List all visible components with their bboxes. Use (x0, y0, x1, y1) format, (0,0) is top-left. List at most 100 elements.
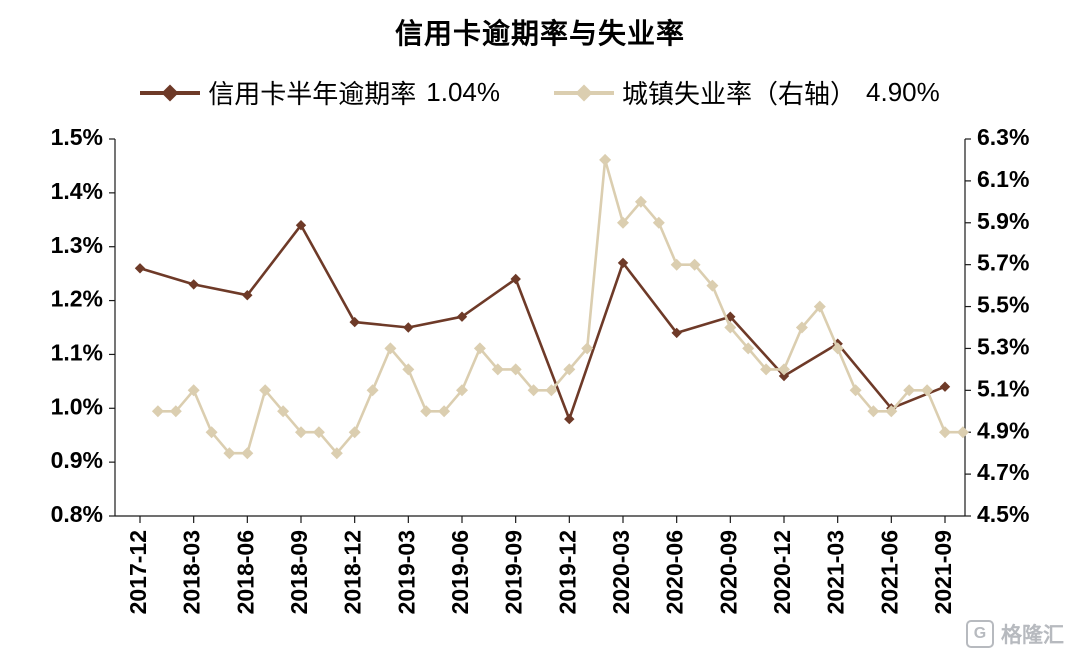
left-axis-tick-label: 1.2% (51, 286, 103, 312)
right-axis-tick-label: 5.7% (977, 250, 1029, 276)
data-point-diamond-icon (366, 384, 379, 397)
left-axis-labels: 0.8% 0.9% 1.0% 1.1% 1.2% 1.3% 1.4% 1.5% (51, 124, 115, 527)
x-axis-tick-label: 2020-09 (715, 530, 741, 614)
data-point-diamond-icon (760, 363, 773, 376)
data-point-diamond-icon (188, 279, 199, 290)
data-point-diamond-icon (402, 363, 415, 376)
data-point-diamond-icon (795, 321, 808, 334)
left-axis-tick-label: 1.1% (51, 340, 103, 366)
data-point-diamond-icon (295, 426, 307, 439)
x-axis-tick-label: 2020-06 (662, 530, 688, 614)
data-point-diamond-icon (349, 316, 360, 328)
series-line-1 (156, 158, 965, 455)
data-point-diamond-icon (545, 384, 558, 397)
data-point-diamond-icon (724, 321, 737, 334)
data-point-diamond-icon (778, 363, 790, 376)
data-point-diamond-icon (491, 363, 504, 376)
data-point-diamond-icon (599, 153, 612, 166)
data-point-diamond-icon (725, 311, 736, 322)
data-point-diamond-icon (151, 405, 164, 418)
right-axis-tick-label: 5.3% (977, 334, 1029, 360)
legend-item-unemployment[interactable]: 城镇失业率（右轴） 4.90% (554, 74, 940, 111)
legend-value: 1.04% (426, 77, 500, 107)
data-point-diamond-icon (456, 311, 468, 322)
data-point-diamond-icon (849, 384, 862, 397)
data-point-diamond-icon (438, 405, 451, 418)
data-point-diamond-icon (330, 447, 343, 460)
data-point-diamond-icon (241, 447, 254, 460)
right-axis-tick-label: 6.3% (977, 124, 1029, 150)
data-point-diamond-icon (652, 216, 665, 229)
data-point-diamond-icon (242, 290, 253, 301)
data-point-diamond-icon (778, 370, 790, 382)
right-axis-tick-label: 6.1% (977, 166, 1029, 192)
left-axis-tick-label: 1.4% (51, 178, 103, 204)
series-markers-1 (151, 153, 969, 460)
data-point-diamond-icon (456, 384, 468, 397)
data-point-diamond-icon (420, 405, 433, 418)
data-point-diamond-icon (956, 426, 969, 439)
right-axis-tick-label: 5.9% (977, 208, 1029, 234)
left-axis-tick-label: 1.5% (51, 124, 103, 150)
data-point-diamond-icon (688, 258, 701, 271)
x-axis-tick-label: 2018-06 (232, 530, 258, 614)
data-point-diamond-icon (581, 342, 594, 355)
data-point-diamond-icon (885, 405, 898, 418)
axis-lines (114, 139, 966, 517)
x-axis-tick-label: 2018-03 (179, 530, 205, 614)
left-axis-tick-label: 1.0% (51, 393, 103, 419)
data-point-diamond-icon (277, 405, 290, 418)
right-axis-tick-label: 4.7% (977, 459, 1029, 485)
data-point-diamond-icon (939, 426, 951, 439)
data-point-diamond-icon (670, 258, 683, 271)
series-markers-0 (134, 220, 951, 425)
legend-label: 信用卡半年逾期率 (208, 79, 417, 109)
legend-value: 4.90% (866, 77, 940, 107)
right-axis-labels: 4.5% 4.7% 4.9% 5.1% 5.3% 5.5% 5.7% 5.9% 6.1% 6.3% (965, 124, 1029, 527)
x-axis-tick-label: 2018-12 (340, 530, 366, 614)
x-axis-tick-label: 2020-12 (769, 530, 795, 614)
right-axis-tick-label: 4.9% (977, 417, 1029, 443)
data-point-diamond-icon (348, 426, 361, 439)
x-axis-labels: 2017-12 2018-03 2018-06 2018-09 2018-12 2019-… (125, 516, 956, 614)
brand-name: 格隆汇 (1001, 624, 1064, 647)
legend-line-diamond-icon (554, 84, 614, 101)
left-axis-tick-label: 0.8% (51, 501, 103, 527)
data-point-diamond-icon (921, 384, 934, 397)
brand-watermark: G 格隆汇 (966, 619, 1064, 649)
data-point-diamond-icon (312, 426, 325, 439)
data-point-diamond-icon (403, 322, 414, 333)
right-axis-tick-label: 5.5% (977, 292, 1029, 318)
data-point-diamond-icon (527, 384, 540, 397)
x-axis-tick-label: 2021-09 (930, 530, 956, 614)
brand-logo-icon: G (966, 620, 994, 648)
data-point-diamond-icon (939, 381, 951, 392)
data-point-diamond-icon (867, 405, 880, 418)
data-point-diamond-icon (509, 363, 522, 376)
x-axis-tick-label: 2021-06 (876, 530, 902, 614)
x-axis-tick-label: 2019-09 (501, 530, 527, 614)
data-point-diamond-icon (169, 405, 182, 418)
data-point-diamond-icon (295, 220, 307, 231)
data-point-diamond-icon (223, 447, 236, 460)
legend: 信用卡半年逾期率 1.04% 城镇失业率（右轴） 4.90% (0, 74, 1080, 111)
left-axis-tick-label: 0.9% (51, 447, 103, 473)
left-axis-tick-label: 1.3% (51, 232, 103, 258)
data-point-diamond-icon (563, 363, 576, 376)
x-axis-tick-label: 2017-12 (125, 530, 151, 614)
data-point-diamond-icon (473, 342, 486, 355)
data-point-diamond-icon (510, 273, 521, 285)
series-line-0 (138, 223, 947, 421)
data-point-diamond-icon (205, 426, 218, 439)
data-point-diamond-icon (384, 342, 397, 355)
data-point-diamond-icon (634, 195, 647, 208)
data-point-diamond-icon (831, 342, 844, 355)
data-point-diamond-icon (134, 263, 146, 274)
data-point-diamond-icon (617, 216, 629, 229)
legend-label: 城镇失业率（右轴） (622, 79, 857, 109)
data-point-diamond-icon (259, 384, 272, 397)
x-axis-tick-label: 2019-06 (447, 530, 473, 614)
x-axis-tick-label: 2019-12 (554, 530, 580, 614)
legend-item-credit-delinquency[interactable]: 信用卡半年逾期率 1.04% (140, 74, 500, 111)
